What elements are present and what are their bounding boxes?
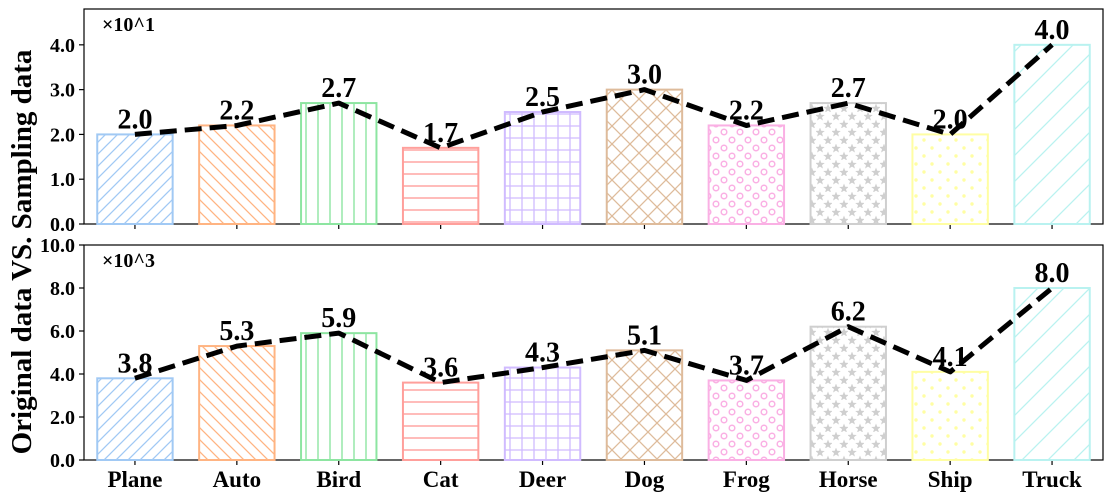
bar-frog [707, 379, 786, 462]
bar-auto [198, 124, 276, 225]
bar-deer [503, 111, 582, 225]
bar-cat [401, 146, 480, 226]
x-tick-label: Horse [819, 467, 878, 492]
data-label: 2.5 [525, 82, 560, 113]
x-tick-label: Bird [316, 467, 361, 492]
data-label: 4.3 [525, 338, 560, 369]
x-tick-label: Frog [723, 467, 770, 492]
bar-deer [503, 366, 582, 461]
y-tick-label: 10.0 [40, 235, 75, 257]
data-label: 6.2 [831, 297, 866, 328]
data-label: 2.0 [117, 104, 152, 135]
bar-ship [911, 370, 989, 462]
y-tick-label: 1.0 [50, 169, 75, 191]
data-label: 2.0 [933, 104, 968, 135]
data-label: 1.7 [423, 118, 458, 149]
data-label: 4.0 [1035, 15, 1070, 46]
y-axis-label: Original data VS. Sampling data [6, 49, 38, 454]
plot-frame [83, 8, 1104, 225]
bar-horse [809, 325, 887, 462]
data-label: 2.7 [831, 73, 866, 104]
bar-auto [198, 345, 276, 461]
bar-dog [605, 349, 684, 462]
bar-dog [605, 88, 684, 225]
x-tick-label: Deer [519, 467, 566, 492]
bar-truck [1013, 287, 1091, 461]
plot-frame [83, 244, 1104, 461]
data-label: 5.1 [627, 320, 662, 351]
data-label: 5.9 [321, 303, 356, 334]
y-tick-label: 8.0 [50, 278, 75, 300]
scale-multiplier-label: ×10^1 [102, 14, 155, 36]
trend-line [134, 42, 1054, 151]
data-label: 3.0 [627, 60, 662, 91]
scale-multiplier-label: ×10^3 [102, 250, 155, 272]
x-tick-label: Auto [213, 467, 262, 492]
data-label: 4.1 [933, 342, 968, 373]
y-tick-label: 4.0 [50, 35, 75, 57]
y-tick-label: 6.0 [50, 321, 75, 343]
x-tick-label: Truck [1022, 467, 1082, 492]
bar-horse [809, 102, 887, 225]
bar-frog [707, 124, 786, 225]
y-tick-label: 4.0 [50, 364, 75, 386]
bar-truck [1013, 43, 1091, 226]
x-tick-label: Cat [423, 467, 459, 492]
y-tick-label: 0.0 [50, 450, 75, 472]
data-label: 2.2 [729, 95, 764, 126]
y-tick-label: 2.0 [50, 407, 75, 429]
y-tick-label: 3.0 [50, 80, 75, 102]
x-tick-label: Ship [928, 467, 973, 492]
data-label: 5.3 [219, 316, 254, 347]
x-tick-label: Plane [107, 467, 162, 492]
bar-ship [911, 133, 989, 226]
bar-cat [401, 381, 480, 462]
y-tick-label: 2.0 [50, 124, 75, 146]
bar-plane [96, 377, 174, 461]
panel-original: 0.0 2.0 4.0 6.0 8.0 10.0 ×10^3 3.8 5.3 5.9 3.6 4.3 5… [40, 235, 1104, 472]
data-label: 3.7 [729, 350, 764, 381]
data-label: 2.7 [321, 73, 356, 104]
data-label: 3.6 [423, 353, 458, 384]
y-tick-label: 0.0 [50, 214, 75, 236]
bar-bird [300, 102, 378, 225]
data-label: 8.0 [1035, 258, 1070, 289]
trend-line [134, 286, 1054, 386]
data-label: 3.8 [117, 348, 152, 379]
data-label: 2.2 [219, 95, 254, 126]
bar-bird [300, 332, 378, 461]
panel-sampling: 0.0 1.0 2.0 3.0 4.0 ×10^1 2.0 2.2 2.7 1.7 2.5 3.0 2.… [50, 8, 1104, 236]
bar-plane [96, 133, 174, 226]
x-tick-label: Dog [625, 467, 665, 492]
